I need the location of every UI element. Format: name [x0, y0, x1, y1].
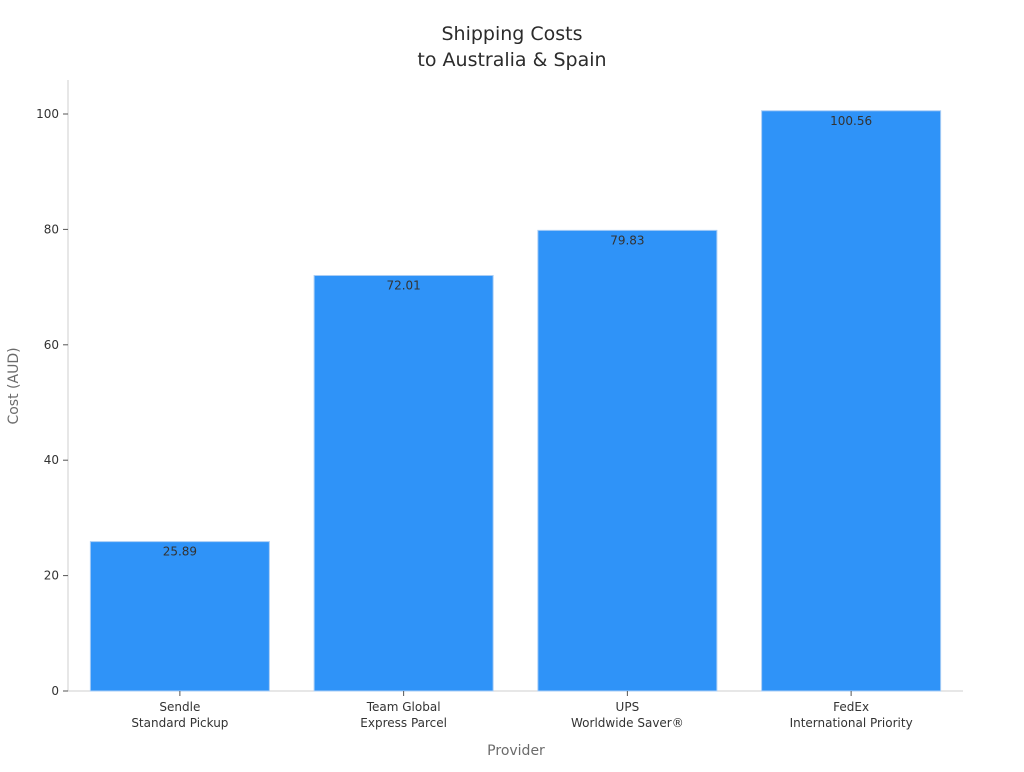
x-tick-label: UPS: [616, 700, 640, 714]
x-tick-label: Express Parcel: [360, 716, 447, 730]
bar: [313, 275, 494, 692]
x-tick-label: FedEx: [833, 700, 869, 714]
y-tick-label: 40: [44, 453, 59, 467]
plot-area: 0 20 40 60 80 100 25.89 Sendle Standard Pickup 72…: [36, 80, 963, 730]
x-axis-label: Provider: [487, 743, 545, 759]
x-tick-label: Team Global: [366, 700, 441, 714]
x-tick-label: Standard Pickup: [131, 716, 228, 730]
bar: [537, 229, 718, 692]
bar-value-label: 79.83: [610, 233, 644, 247]
chart-title-line-1: Shipping Costs: [441, 23, 582, 45]
chart-title-line-2: to Australia & Spain: [417, 49, 606, 71]
y-tick-label: 0: [51, 684, 59, 698]
bar-value-label: 100.56: [830, 114, 872, 128]
y-tick-label: 20: [44, 569, 59, 583]
bar: [89, 541, 270, 692]
y-tick-label: 80: [44, 222, 59, 236]
x-tick-label: Worldwide Saver®: [571, 716, 684, 730]
bar: [761, 110, 942, 692]
bar-value-label: 72.01: [386, 279, 420, 293]
y-tick-label: 60: [44, 338, 59, 352]
y-tick-label: 100: [36, 107, 59, 121]
y-axis-label: Cost (AUD): [6, 347, 22, 424]
bar-value-label: 25.89: [163, 545, 197, 559]
x-tick-label: International Priority: [790, 716, 913, 730]
x-tick-label: Sendle: [159, 700, 200, 714]
